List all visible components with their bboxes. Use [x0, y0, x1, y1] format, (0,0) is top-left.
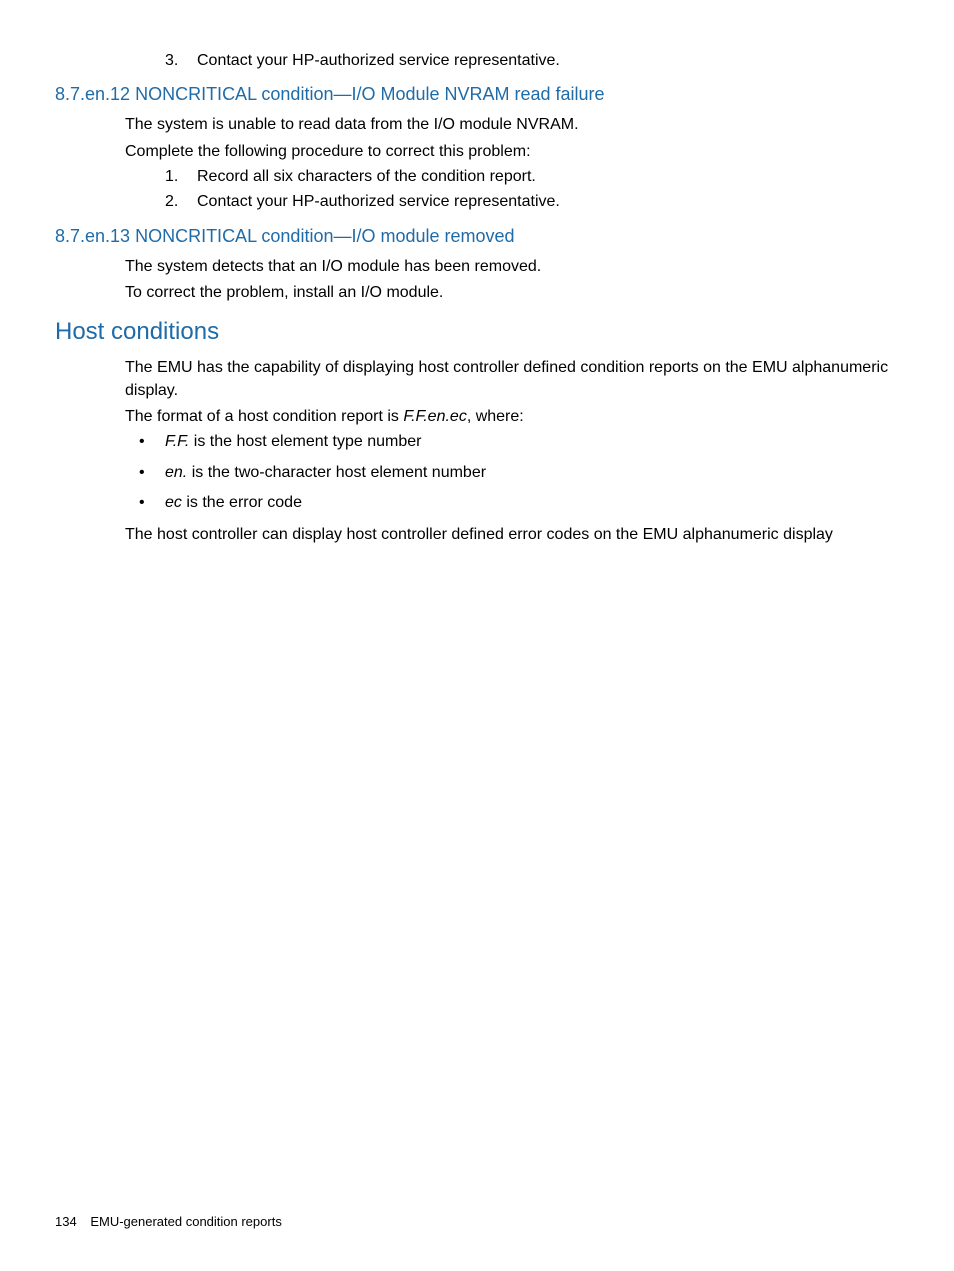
body-text: The system detects that an I/O module ha… — [125, 255, 899, 278]
body-text: The host controller can display host con… — [125, 523, 899, 546]
page-number: 134 — [55, 1214, 77, 1229]
body-text: The format of a host condition report is… — [125, 405, 899, 428]
bullet-icon: • — [135, 492, 165, 514]
text-fragment: , where: — [467, 408, 524, 425]
list-text: Contact your HP-authorized service repre… — [197, 50, 899, 72]
body-text: To correct the problem, install an I/O m… — [125, 281, 899, 304]
top-ordered-list: 3. Contact your HP-authorized service re… — [165, 50, 899, 72]
italic-text: en. — [165, 464, 187, 481]
section-12-heading: 8.7.en.12 NONCRITICAL condition—I/O Modu… — [55, 84, 899, 105]
italic-text: F.F. — [165, 433, 189, 450]
list-item: • en. is the two-character host element … — [135, 462, 899, 484]
section-12-steps: 1. Record all six characters of the cond… — [165, 166, 899, 214]
page-footer: 134 EMU-generated condition reports — [55, 1214, 282, 1229]
bullet-content: F.F. is the host element type number — [165, 431, 421, 453]
host-bullets: • F.F. is the host element type number •… — [135, 431, 899, 514]
list-number: 2. — [165, 191, 197, 213]
list-item: • F.F. is the host element type number — [135, 431, 899, 453]
list-number: 1. — [165, 166, 197, 188]
list-text: Record all six characters of the conditi… — [197, 166, 899, 188]
list-text: Contact your HP-authorized service repre… — [197, 191, 899, 213]
body-text: The EMU has the capability of displaying… — [125, 356, 899, 402]
bullet-content: ec is the error code — [165, 492, 302, 514]
list-item: 1. Record all six characters of the cond… — [165, 166, 899, 188]
bullet-icon: • — [135, 462, 165, 484]
body-text: Complete the following procedure to corr… — [125, 140, 899, 163]
text-fragment: The format of a host condition report is — [125, 408, 403, 425]
list-item: • ec is the error code — [135, 492, 899, 514]
text-fragment: is the two-character host element number — [187, 464, 486, 481]
italic-text: ec — [165, 494, 182, 511]
text-fragment: is the error code — [182, 494, 302, 511]
bullet-content: en. is the two-character host element nu… — [165, 462, 486, 484]
section-13-heading: 8.7.en.13 NONCRITICAL condition—I/O modu… — [55, 226, 899, 247]
text-fragment: is the host element type number — [189, 433, 421, 450]
host-conditions-heading: Host conditions — [55, 318, 899, 346]
list-number: 3. — [165, 50, 197, 72]
bullet-icon: • — [135, 431, 165, 453]
footer-title: EMU-generated condition reports — [90, 1214, 282, 1229]
list-item: 2. Contact your HP-authorized service re… — [165, 191, 899, 213]
list-item: 3. Contact your HP-authorized service re… — [165, 50, 899, 72]
italic-text: F.F.en.ec — [403, 408, 466, 425]
body-text: The system is unable to read data from t… — [125, 113, 899, 136]
